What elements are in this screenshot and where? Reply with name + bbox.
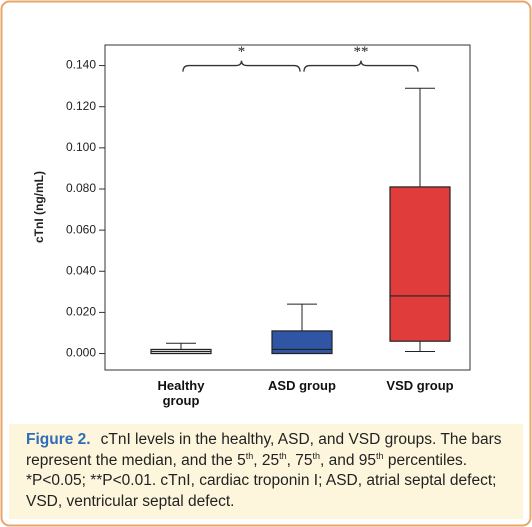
- y-tick-label: 0.020: [66, 305, 96, 319]
- significance-label: **: [354, 44, 369, 60]
- caption-superscript: th: [279, 450, 287, 461]
- caption: Figure 2. cTnI levels in the healthy, ASD…: [26, 430, 512, 512]
- y-axis-label: cTnI (ng/mL): [32, 171, 46, 243]
- caption-text: , 25: [253, 451, 280, 469]
- y-tick-label: 0.000: [66, 346, 96, 360]
- significance-bracket: [182, 60, 301, 72]
- caption-superscript: th: [245, 450, 254, 461]
- caption-superscript: th: [312, 450, 320, 461]
- caption-label: Figure 2.: [26, 431, 91, 448]
- significance-bracket: [303, 60, 419, 72]
- x-tick-label: ASD group: [268, 378, 336, 393]
- box: [389, 186, 451, 342]
- caption-text: , and 95: [320, 451, 377, 469]
- significance-label: *: [238, 44, 246, 60]
- caption-text: , 75: [286, 451, 313, 469]
- y-tick-label: 0.080: [66, 181, 96, 195]
- caption-background: [9, 424, 523, 519]
- x-tick-label: VSD group: [386, 378, 454, 393]
- x-tick-label: Healthy group: [157, 378, 205, 408]
- box: [271, 330, 333, 355]
- y-tick-label: 0.060: [66, 222, 96, 236]
- y-tick-label: 0.120: [66, 99, 96, 113]
- y-tick-label: 0.100: [66, 140, 96, 154]
- plot-frame: [104, 44, 471, 371]
- y-tick-label: 0.040: [66, 263, 96, 277]
- caption-superscript: th: [376, 450, 384, 461]
- caption-text: cTnI levels in the healthy, ASD, and VSD…: [26, 431, 502, 469]
- caption-text: percentiles. *P<0.05; **P<0.01. cTnI, ca…: [26, 451, 497, 510]
- y-tick-label: 0.140: [66, 58, 96, 72]
